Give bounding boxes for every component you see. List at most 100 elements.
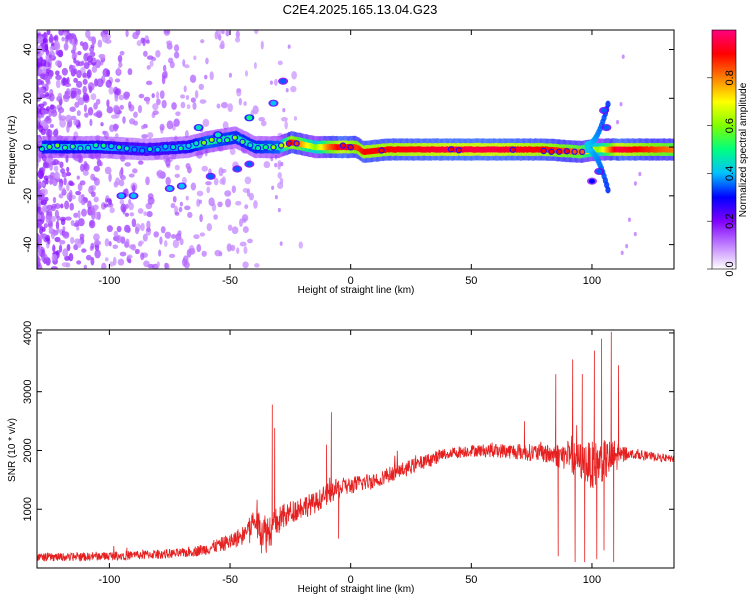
- ridge-segment: [442, 146, 445, 153]
- noise-mark: [193, 55, 197, 61]
- noise-mark: [123, 94, 129, 100]
- ridge-segment: [401, 146, 404, 153]
- ridge-blob: [209, 137, 214, 142]
- noise-mark: [132, 184, 136, 193]
- noise-mark: [50, 230, 56, 240]
- ridge-segment: [314, 144, 317, 151]
- ridge-blob: [564, 149, 569, 154]
- noise-mark: [179, 201, 183, 207]
- noise-mark: [43, 223, 48, 229]
- noise-mark: [80, 163, 85, 172]
- noise-mark: [124, 212, 130, 217]
- ridge-segment: [519, 146, 522, 153]
- noise-mark: [64, 216, 72, 221]
- ridge-segment: [320, 143, 323, 150]
- ridge-segment: [454, 146, 457, 153]
- ridge-segment: [483, 146, 486, 153]
- noise-mark: [134, 226, 140, 235]
- noise-mark: [69, 64, 74, 73]
- ridge-segment: [643, 146, 646, 153]
- branch-blob: [118, 193, 125, 199]
- noise-mark: [108, 173, 112, 182]
- ridge-segment: [373, 147, 376, 154]
- noise-mark: [60, 167, 66, 174]
- ridge-segment: [334, 144, 337, 151]
- ridge-segment: [222, 136, 225, 142]
- spectrogram-heatmap: [37, 30, 674, 269]
- ridge-segment: [596, 146, 599, 153]
- snr-frame: [36, 329, 675, 569]
- noise-mark: [63, 42, 69, 51]
- spectrogram-y-ticks: -40 -20 0 20 40: [22, 43, 674, 253]
- ridge-segment: [651, 146, 653, 153]
- noise-mark: [134, 248, 140, 255]
- noise-mark: [93, 102, 98, 110]
- noise-mark: [37, 78, 43, 86]
- spectrogram-panel: -100 -50 0 50 100 -40 -20 0 20 40 Height of stra…: [7, 29, 675, 296]
- noise-mark: [166, 40, 173, 46]
- noise-mark: [69, 182, 75, 187]
- noise-mark: [208, 197, 215, 207]
- ridge-blob: [93, 143, 98, 148]
- noise-mark: [231, 226, 239, 235]
- noise-mark: [137, 160, 144, 165]
- ridge-segment: [359, 146, 361, 153]
- noise-mark: [143, 211, 148, 216]
- noise-mark: [93, 165, 101, 172]
- ridge-segment: [602, 146, 605, 153]
- noise-mark: [92, 176, 98, 182]
- snr-series: [37, 331, 674, 563]
- noise-mark: [94, 205, 98, 212]
- ridge-segment: [672, 146, 674, 153]
- noise-mark: [235, 30, 240, 39]
- noise-mark: [118, 94, 124, 101]
- ridge-segment: [671, 146, 674, 153]
- noise-mark: [220, 40, 225, 50]
- ridge-segment: [646, 146, 649, 153]
- noise-mark: [170, 203, 176, 209]
- ridge-segment: [661, 146, 664, 153]
- noise-mark: [52, 244, 56, 253]
- ridge-segment: [369, 148, 372, 155]
- ridge-segment: [333, 143, 336, 150]
- noise-mark: [119, 199, 125, 205]
- noise-mark: [94, 249, 101, 259]
- noise-mark: [184, 205, 191, 211]
- noise-mark: [82, 72, 87, 78]
- noise-mark: [89, 118, 93, 127]
- noise-mark: [183, 85, 187, 93]
- ridge-segment: [669, 146, 671, 153]
- y-tick-label: 4000: [22, 321, 34, 345]
- noise-mark: [86, 55, 93, 63]
- noise-mark: [280, 161, 284, 167]
- colorbar-tick-label: 0.0: [724, 261, 736, 276]
- noise-mark: [76, 260, 82, 265]
- noise-mark: [189, 74, 197, 84]
- ridge-segment: [230, 135, 232, 142]
- noise-mark: [64, 200, 70, 210]
- noise-mark: [89, 220, 94, 227]
- noise-mark: [143, 260, 150, 268]
- noise-mark: [93, 233, 100, 241]
- noise-mark: [190, 182, 197, 191]
- branch-blob: [596, 169, 603, 174]
- noise-mark: [55, 220, 60, 230]
- noise-mark: [64, 39, 69, 44]
- ridge-blob: [256, 146, 261, 151]
- ridge-segment: [68, 144, 71, 150]
- noise-mark: [152, 103, 159, 111]
- noise-mark: [186, 104, 191, 110]
- noise-mark: [229, 147, 236, 156]
- noise-mark: [146, 211, 153, 218]
- noise-mark: [56, 50, 63, 56]
- noise-mark: [616, 119, 620, 125]
- noise-mark: [248, 192, 254, 201]
- noise-mark: [97, 39, 103, 48]
- ridge-segment: [468, 146, 471, 153]
- noise-mark: [41, 69, 47, 74]
- ridge-segment: [515, 146, 518, 153]
- noise-mark: [274, 162, 278, 168]
- noise-mark: [82, 41, 89, 51]
- ridge-segment: [303, 142, 306, 149]
- x-tick-label: 50: [465, 574, 477, 586]
